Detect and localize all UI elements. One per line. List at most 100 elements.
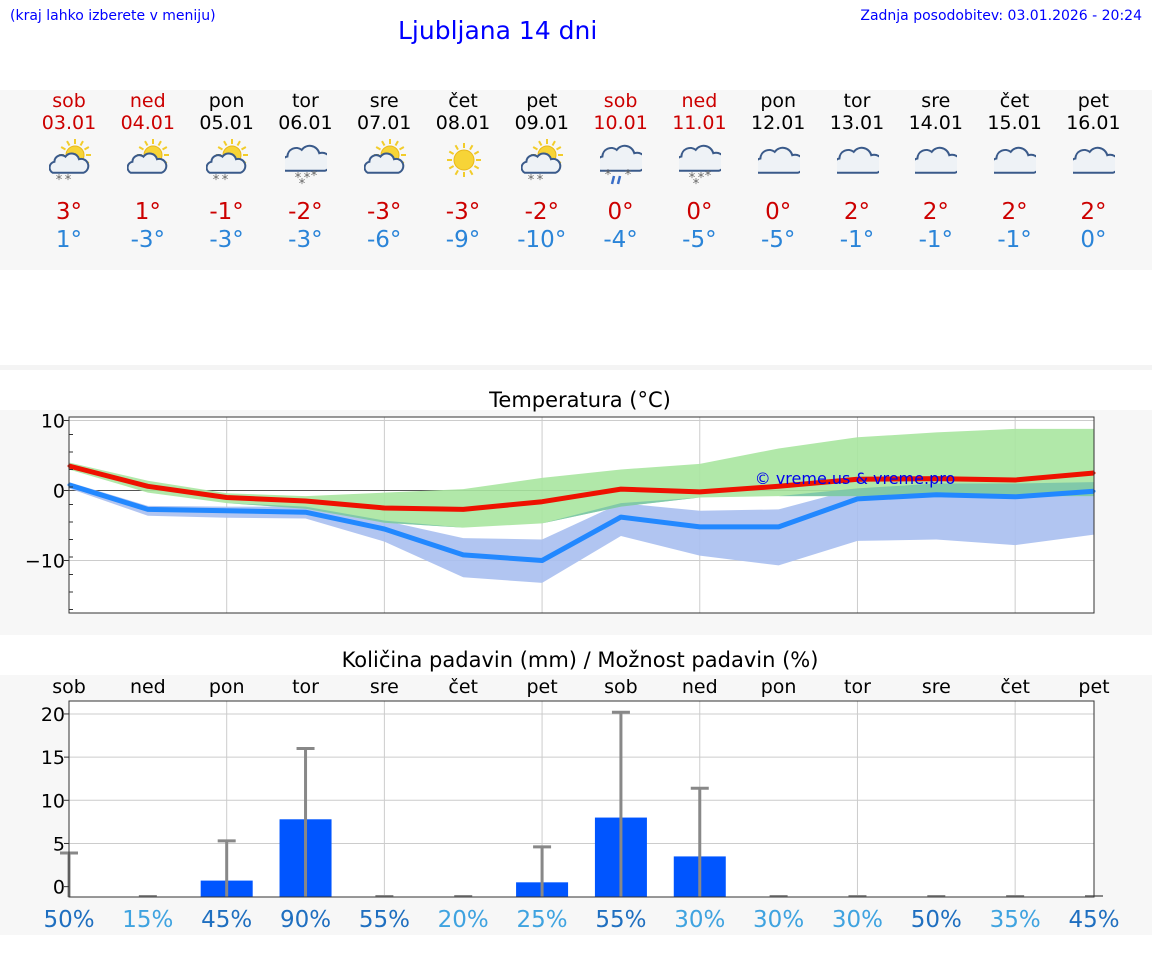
min-temperature: 0° <box>1080 227 1107 253</box>
precip-day-label: pet <box>526 676 557 698</box>
min-temperature-line <box>68 482 1095 563</box>
precipitation-probability: 55% <box>595 907 646 933</box>
plot-frame <box>68 700 1095 898</box>
last-update: Zadnja posodobitev: 03.01.2026 - 20:24 <box>860 8 1142 24</box>
sun-cloud-snow-icon: * * <box>521 139 564 188</box>
min-temperature-line-point <box>698 525 702 529</box>
day-forecast[interactable]: ned 11.01 0° -5° * * * * <box>660 90 739 270</box>
precip-day-label: sre <box>370 676 399 698</box>
precip-day-label: ned <box>682 676 718 698</box>
y-tick-label: 20 <box>41 704 65 726</box>
svg-text:*: * <box>537 173 544 188</box>
day-forecast[interactable]: tor 06.01 -2° -3° * * * * <box>266 90 345 270</box>
weather-icon: * * <box>600 144 643 185</box>
day-date: 11.01 <box>672 112 727 134</box>
min-temperature-line-point <box>855 497 859 501</box>
precipitation-chart: sob ned pon tor sre čet pet sob ned pon tor sre čet p… <box>41 676 1120 933</box>
min-temperature: -5° <box>682 227 717 253</box>
precip-day-label: pet <box>1078 676 1109 698</box>
precip-day-label: tor <box>292 676 319 698</box>
max-temperature-line-point <box>934 477 938 481</box>
svg-text:*: * <box>304 171 311 186</box>
max-temperature: 0° <box>607 199 634 225</box>
day-forecast[interactable]: pet 16.01 2° 0° <box>1054 90 1133 270</box>
max-temperature-line <box>68 463 1095 512</box>
day-forecast[interactable]: pet 09.01 -2° -10° * * <box>502 90 581 270</box>
day-date: 10.01 <box>593 112 648 134</box>
day-forecast[interactable]: čet 15.01 2° -1° <box>975 90 1054 270</box>
day-name: pon <box>208 90 245 112</box>
day-name: ned <box>681 90 718 112</box>
weather-icon <box>994 146 1037 174</box>
day-forecast[interactable]: pon 12.01 0° -5° <box>739 90 818 270</box>
max-temperature-line-point <box>304 499 308 503</box>
max-temperature-line-point <box>146 484 150 488</box>
min-temperature-line-point <box>304 510 308 514</box>
precip-day-label: tor <box>844 676 871 698</box>
max-temperature: 1° <box>134 199 161 225</box>
day-name: ned <box>129 90 166 112</box>
precipitation-probability: 30% <box>753 907 804 933</box>
max-temperature: -1° <box>209 199 244 225</box>
plot-area <box>69 701 1094 897</box>
sun-cloud-snow-icon: * * <box>206 139 249 188</box>
min-temperature: -9° <box>445 227 481 253</box>
max-temperature: 2° <box>922 199 949 225</box>
precipitation-probability: 45% <box>201 907 252 933</box>
watermark[interactable]: © vreme.us & vreme.pro <box>755 469 956 488</box>
sun-cloud-icon <box>363 139 406 174</box>
cloud-icon <box>757 146 800 174</box>
min-temperature-line-point <box>461 553 465 557</box>
day-date: 08.01 <box>435 112 491 134</box>
max-temperature: 3° <box>55 199 83 225</box>
day-forecast[interactable]: sre 07.01 -3° -6° <box>345 90 424 270</box>
cloud-icon <box>994 146 1037 174</box>
day-forecast[interactable]: pon 05.01 -1° -3° * * <box>187 90 266 270</box>
y-tick-label: 5 <box>53 833 65 855</box>
day-date: 09.01 <box>514 112 569 134</box>
weather-icon: * *** <box>678 144 721 188</box>
max-temperature-line-point <box>698 490 702 494</box>
cloud-icon <box>836 146 879 174</box>
svg-text:*: * <box>64 173 71 188</box>
day-name: sob <box>603 90 638 112</box>
day-date: 16.01 <box>1066 112 1121 134</box>
cloud-icon <box>915 146 958 174</box>
max-temperature-line-point <box>855 477 859 481</box>
day-date: 13.01 <box>829 112 885 134</box>
min-temperature: -3° <box>130 227 166 253</box>
sun-cloud-snow-icon: * * <box>48 139 91 188</box>
day-name: čet <box>448 90 478 112</box>
min-temperature-line-point <box>777 525 781 529</box>
location-hint[interactable]: (kraj lahko izberete v meniju) <box>10 8 216 24</box>
page-title: Ljubljana 14 dni <box>398 16 598 45</box>
svg-text:*: * <box>311 169 318 184</box>
daily-forecast-strip: sob 03.01 3° 1° * * ned 04.01 1° -3° pon 05.01 -1° -3… <box>0 90 1152 270</box>
svg-text:*: * <box>605 168 612 183</box>
day-forecast[interactable]: tor 13.01 2° -1° <box>818 90 897 270</box>
min-temperature-line-point <box>225 509 229 513</box>
max-temperature-line-point <box>540 500 544 504</box>
cloud-icon <box>1072 146 1115 174</box>
max-temperature: 2° <box>1080 199 1107 225</box>
precipitation-probability: 30% <box>832 907 883 933</box>
day-forecast[interactable]: sre 14.01 2° -1° <box>896 90 975 270</box>
min-temperature: 1° <box>55 227 83 253</box>
precip-day-label: sob <box>604 676 638 698</box>
weather-icon <box>757 146 800 174</box>
day-date: 12.01 <box>750 112 806 134</box>
min-temperature-line-point <box>934 493 938 497</box>
day-forecast[interactable]: ned 04.01 1° -3° <box>108 90 187 270</box>
precip-day-label: ned <box>130 676 166 698</box>
weather-icon: * *** <box>284 144 327 188</box>
weather-icon <box>836 146 879 174</box>
max-temperature: 2° <box>1001 199 1028 225</box>
day-forecast[interactable]: sob 10.01 0° -4° * * <box>581 90 660 270</box>
temperature-chart-title: Temperatura (°C) <box>489 388 671 412</box>
svg-text:*: * <box>689 171 696 186</box>
day-forecast[interactable]: sob 03.01 3° 1° * * <box>30 90 109 270</box>
max-temperature: 0° <box>686 199 713 225</box>
min-temperature: -3° <box>209 227 244 253</box>
min-temperature: -4° <box>603 227 638 253</box>
day-forecast[interactable]: čet 08.01 -3° -9° <box>424 90 503 270</box>
